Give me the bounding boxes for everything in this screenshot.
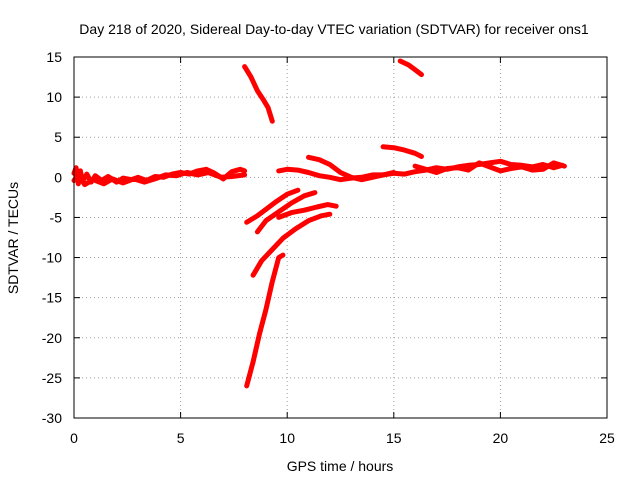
chart-title: Day 218 of 2020, Sidereal Day-to-day VTE… bbox=[79, 21, 589, 37]
series-steep-descent bbox=[244, 252, 286, 389]
x-tick-label: 15 bbox=[386, 430, 402, 446]
ticks: 0 5 10 15 20 25 -30 -25 -20 -15 -10 -5 0 5 10 15 bbox=[42, 49, 615, 446]
series-arc-low-4 bbox=[250, 211, 333, 278]
series-dip-arc bbox=[306, 154, 397, 183]
y-tick-label: -5 bbox=[50, 209, 63, 225]
plot-frame bbox=[73, 56, 608, 419]
plot-area bbox=[71, 58, 567, 389]
series-arc-low-2 bbox=[254, 190, 318, 235]
grid bbox=[74, 57, 607, 418]
series-main-band-c bbox=[276, 158, 565, 183]
x-tick-label: 0 bbox=[70, 430, 78, 446]
series-arc-top-center bbox=[242, 64, 275, 124]
y-tick-label: 15 bbox=[46, 49, 62, 65]
x-tick-label: 20 bbox=[493, 430, 509, 446]
x-axis-label: GPS time / hours bbox=[287, 458, 394, 474]
y-tick-label: -20 bbox=[42, 330, 62, 346]
y-axis-label: SDTVAR / TECUs bbox=[5, 182, 21, 294]
series-main-band-b bbox=[71, 170, 248, 188]
x-tick-label: 25 bbox=[599, 430, 615, 446]
y-tick-label: -25 bbox=[42, 370, 62, 386]
y-tick-label: 0 bbox=[54, 169, 62, 185]
y-tick-label: -30 bbox=[42, 410, 62, 426]
series-arc-low-3 bbox=[276, 202, 339, 220]
y-tick-label: -15 bbox=[42, 290, 62, 306]
y-tick-label: 10 bbox=[46, 89, 62, 105]
y-tick-label: 5 bbox=[54, 129, 62, 145]
x-tick-label: 10 bbox=[279, 430, 295, 446]
series-main-band-d bbox=[412, 160, 567, 175]
y-tick-label: -10 bbox=[42, 250, 62, 266]
series-arc-low-1 bbox=[244, 187, 301, 225]
series-arc-upper-right bbox=[380, 144, 424, 159]
series-arc-top-right bbox=[397, 58, 424, 78]
x-tick-label: 5 bbox=[177, 430, 185, 446]
